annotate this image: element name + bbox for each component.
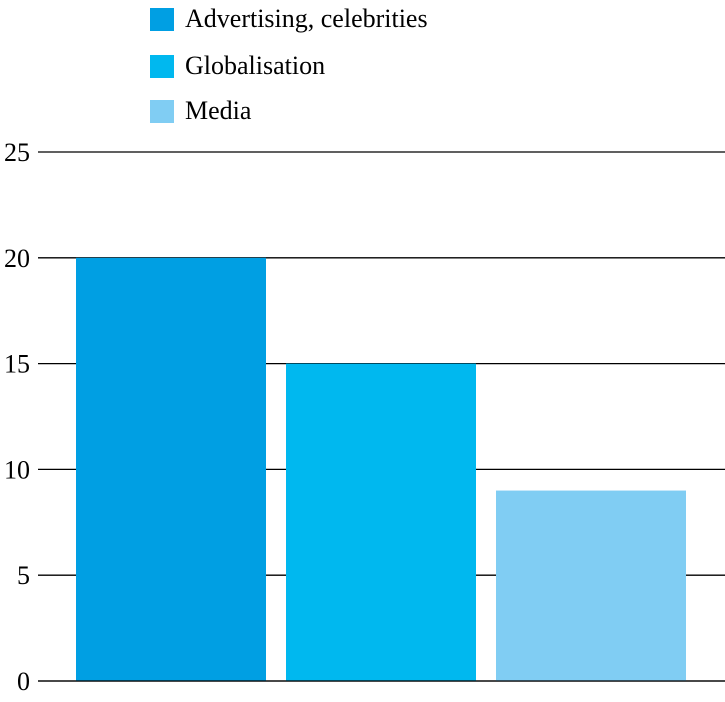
legend-label: Advertising, celebrities	[185, 4, 428, 33]
y-tick-label: 15	[4, 350, 30, 379]
legend-swatch	[150, 100, 174, 123]
legend-label: Media	[185, 96, 252, 125]
y-tick-label: 25	[4, 138, 30, 167]
y-tick-label: 5	[17, 561, 30, 590]
bar-1	[76, 257, 266, 681]
bar-2	[286, 363, 476, 681]
legend-swatch	[150, 8, 174, 31]
legend-label: Globalisation	[185, 51, 325, 80]
y-tick-label: 0	[17, 667, 30, 696]
legend-swatch	[150, 55, 174, 78]
bar-3	[496, 490, 686, 681]
y-tick-label: 10	[4, 455, 30, 484]
y-tick-label: 20	[4, 244, 30, 273]
